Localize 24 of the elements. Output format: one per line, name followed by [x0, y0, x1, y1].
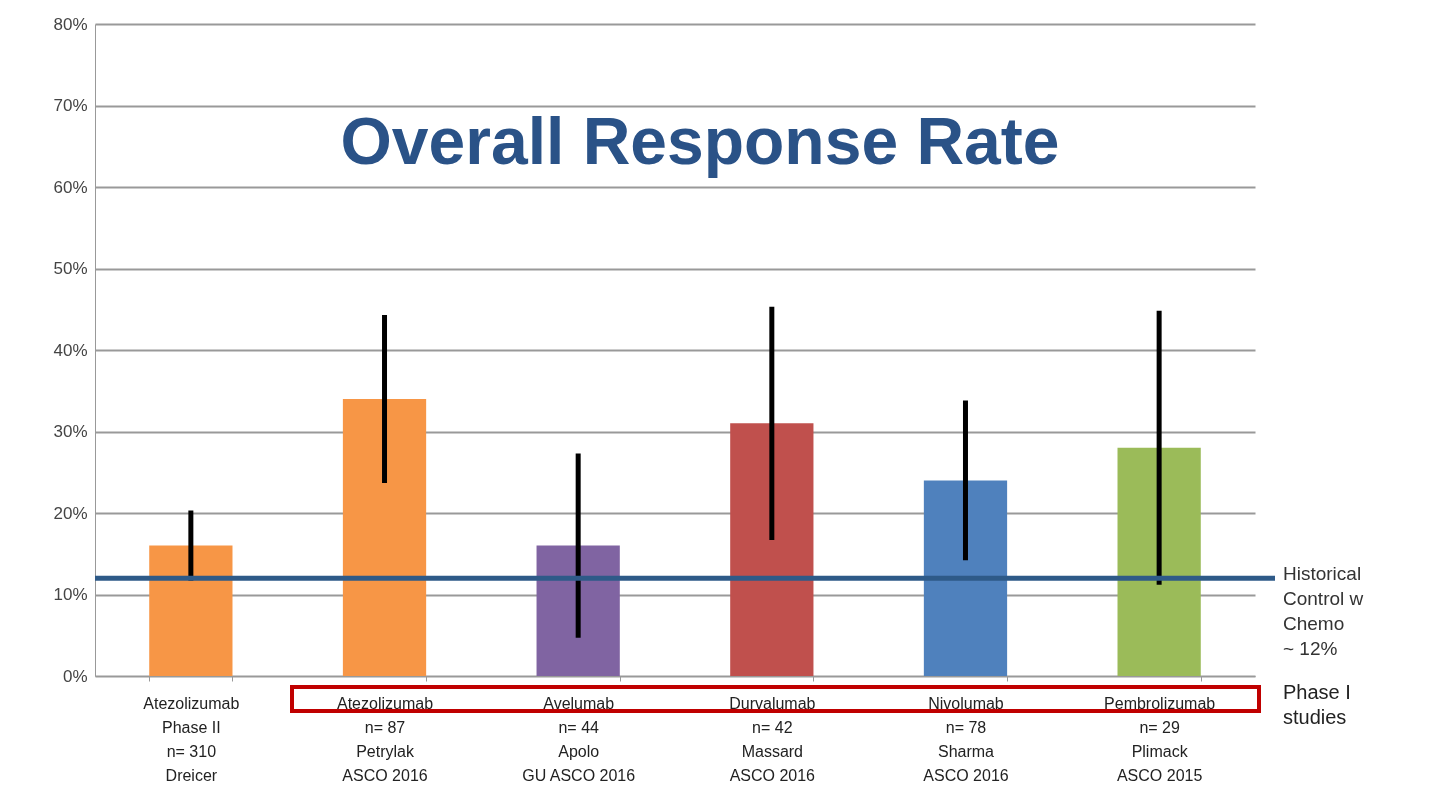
y-tick-label: 0% [62, 666, 88, 686]
x-tick-label: Avelumab n= 44 Apolo GU ASCO 2016 [522, 694, 636, 784]
y-tick-label: 60% [53, 177, 88, 197]
y-tick-label: 10% [53, 585, 88, 604]
bar [149, 545, 233, 676]
bar [536, 545, 620, 676]
x-tick-label: Pembrolizumab n= 29 Plimack ASCO 2015 [1104, 694, 1216, 784]
x-tick-label: Atezolizumab Phase II n= 310 Dreicer [143, 694, 240, 784]
y-tick-label: 50% [53, 259, 88, 278]
bar [342, 398, 427, 676]
x-tick-label: Durvalumab n= 42 Massard ASCO 2016 [729, 694, 816, 784]
y-tick-label: 40% [53, 340, 88, 360]
x-tick-label: Atezolizumab n= 87 Petrylak ASCO 2016 [336, 694, 434, 784]
ref-line-label: Historical Control w Chemo ~ 12% [1283, 563, 1364, 660]
y-tick-label: 30% [53, 422, 88, 441]
y-tick-label: 80% [53, 14, 88, 34]
x-tick-label: Nivolumab n= 78 Sharma ASCO 2016 [923, 694, 1009, 784]
y-tick-label: 70% [53, 96, 88, 115]
y-tick-label: 20% [53, 503, 88, 523]
bar [1117, 447, 1201, 676]
text: Phase I studies [1283, 680, 1351, 730]
bar [730, 423, 814, 676]
bar [923, 480, 1008, 676]
text: Overall Response Rate [340, 104, 1060, 178]
